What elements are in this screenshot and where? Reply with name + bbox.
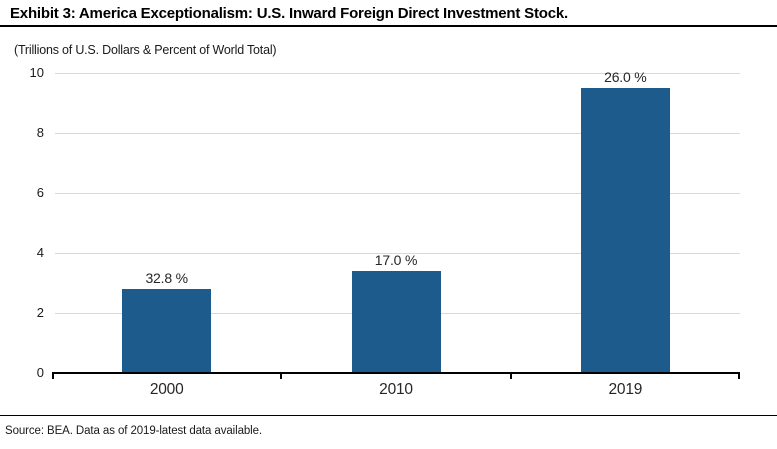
y-tick-label-0: 0	[36, 365, 44, 380]
x-axis-line	[52, 371, 740, 374]
bar-value-label-2010: 17.0 %	[374, 252, 418, 268]
y-tick-label-2: 2	[36, 305, 44, 320]
bar-2000	[122, 289, 212, 372]
gridline-y-8	[55, 133, 740, 134]
bar-2019	[580, 88, 670, 372]
plot-area: 32.8 % 2000 17.0 % 2010 26.0 % 2019	[52, 69, 740, 398]
x-axis-tick-2	[509, 373, 512, 379]
source-note: Source: BEA. Data as of 2019-latest data…	[5, 425, 263, 437]
gridline-y-4	[55, 253, 740, 254]
chart-header: Exhibit 3: America Exceptionalism: U.S. …	[0, 0, 777, 27]
y-tick-label-6: 6	[36, 185, 44, 200]
y-tick-label-8: 8	[36, 125, 44, 140]
bar-2010	[351, 271, 441, 372]
gridline-y-10	[55, 73, 740, 74]
chart-subtitle: (Trillions of U.S. Dollars & Percent of …	[14, 43, 277, 57]
bar-value-label-2000: 32.8 %	[145, 270, 188, 286]
footer-divider	[0, 415, 777, 416]
x-axis-tick-0	[52, 373, 54, 379]
x-axis-tick-1	[280, 373, 283, 379]
gridline-y-6	[55, 193, 740, 194]
x-category-label-2019: 2019	[608, 381, 643, 398]
bar-value-label-2019: 26.0 %	[604, 69, 647, 85]
chart-title: Exhibit 3: America Exceptionalism: U.S. …	[10, 5, 568, 22]
y-tick-label-10: 10	[29, 65, 44, 80]
x-category-label-2010: 2010	[379, 381, 413, 398]
y-tick-label-4: 4	[36, 245, 44, 260]
x-category-label-2000: 2000	[149, 381, 184, 398]
x-axis-tick-3	[738, 373, 740, 379]
y-axis-labels: 0 2 4 6 8 10	[0, 66, 44, 380]
